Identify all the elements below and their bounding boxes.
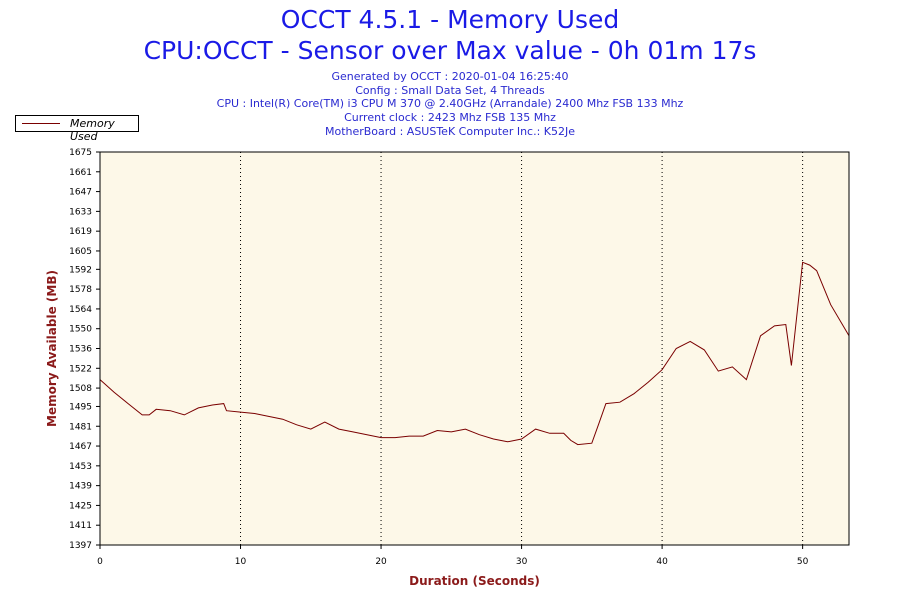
y-tick-label: 1439 xyxy=(69,482,92,492)
y-tick-label: 1397 xyxy=(69,541,92,551)
info-line-motherboard: MotherBoard : ASUSTeK Computer Inc.: K52… xyxy=(324,124,576,138)
legend: Memory Used xyxy=(15,115,139,143)
info-line-clock: Current clock : 2423 Mhz FSB 135 Mhz xyxy=(344,111,556,125)
chart-subtitle: CPU:OCCT - Sensor over Max value - 0h 01… xyxy=(143,36,757,65)
y-tick-label: 1675 xyxy=(69,148,92,158)
y-tick-label: 1508 xyxy=(69,384,92,394)
legend-label: Memory Used xyxy=(70,117,115,143)
y-tick-label: 1661 xyxy=(69,168,92,178)
y-tick-label: 1564 xyxy=(69,305,92,315)
info-line-cpu: CPU : Intel(R) Core(TM) i3 CPU M 370 @ 2… xyxy=(216,97,684,111)
chart-title: OCCT 4.5.1 - Memory Used xyxy=(280,5,620,34)
y-tick-label: 1536 xyxy=(69,345,92,355)
info-block: Generated by OCCT : 2020-01-04 16:25:40 … xyxy=(0,70,900,139)
info-line-config: Config : Small Data Set, 4 Threads xyxy=(355,83,545,97)
x-tick-label: 50 xyxy=(797,557,809,567)
series-line-memory-used xyxy=(99,261,850,446)
y-tick-label: 1647 xyxy=(69,188,92,198)
y-tick-label: 1633 xyxy=(69,207,92,217)
y-tick-label: 1578 xyxy=(69,285,92,295)
y-tick-label: 1619 xyxy=(69,227,92,237)
x-axis-label: Duration (Seconds) xyxy=(409,574,540,588)
x-tick-label: 0 xyxy=(97,557,103,567)
plot-frame xyxy=(99,151,850,546)
x-tick-label: 30 xyxy=(516,557,528,567)
x-axis-ticks: 0 10 20 30 40 50 xyxy=(97,545,809,567)
y-tick-label: 1522 xyxy=(69,364,92,374)
x-tick-label: 40 xyxy=(656,557,668,567)
y-tick-label: 1425 xyxy=(69,501,92,511)
x-tick-label: 20 xyxy=(375,557,387,567)
y-tick-label: 1605 xyxy=(69,247,92,257)
x-tick-label: 10 xyxy=(235,557,247,567)
info-line-generated: Generated by OCCT : 2020-01-04 16:25:40 xyxy=(331,70,569,83)
plot-area xyxy=(100,152,849,545)
y-tick-label: 1411 xyxy=(69,521,92,531)
y-tick-label: 1495 xyxy=(69,402,92,412)
grid-lines xyxy=(240,152,804,545)
y-tick-label: 1453 xyxy=(69,462,92,472)
y-axis-label: Memory Available (MB) xyxy=(45,270,59,427)
y-tick-label: 1550 xyxy=(69,325,92,335)
legend-swatch xyxy=(22,123,60,124)
y-tick-label: 1592 xyxy=(69,265,92,275)
y-axis-ticks: 1675 1661 1647 1633 1619 1605 1592 1578 1564 1550… xyxy=(69,148,100,551)
y-tick-label: 1467 xyxy=(69,442,92,452)
y-tick-label: 1481 xyxy=(69,422,92,432)
